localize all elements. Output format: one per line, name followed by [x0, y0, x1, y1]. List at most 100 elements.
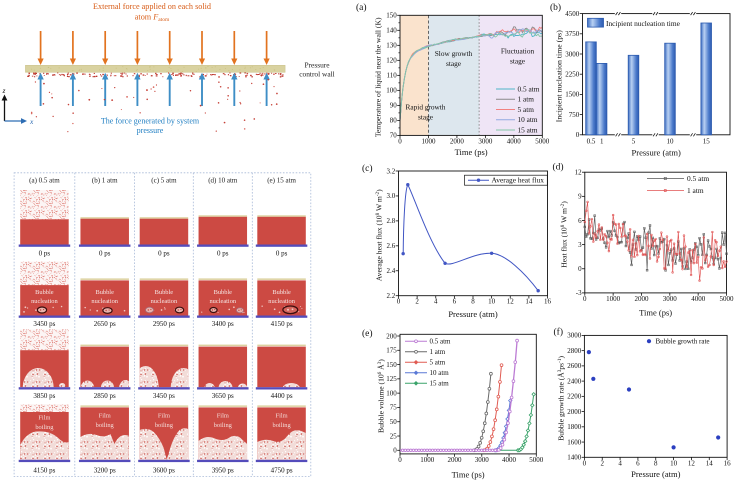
svg-text:3: 3: [578, 241, 582, 249]
svg-text:4: 4: [434, 298, 438, 306]
svg-text:200: 200: [386, 332, 397, 340]
svg-text:(b): (b): [550, 2, 561, 13]
svg-text:5 atm: 5 atm: [430, 359, 446, 367]
svg-text:Bubble volume (106 Å3): Bubble volume (106 Å3): [377, 359, 386, 433]
svg-text:2.2: 2.2: [387, 292, 396, 300]
svg-text:130: 130: [386, 42, 397, 50]
svg-text:3000: 3000: [663, 295, 678, 303]
svg-text:(d) 10 atm: (d) 10 atm: [208, 177, 238, 185]
svg-text:atom Fatom: atom Fatom: [135, 13, 170, 24]
svg-text:4150 ps: 4150 ps: [33, 467, 55, 475]
svg-text:Bubble growth rate: Bubble growth rate: [656, 338, 710, 346]
svg-text:Pressure: Pressure: [304, 61, 330, 70]
svg-text:boiling: boiling: [214, 422, 233, 429]
svg-text:(f): (f): [554, 327, 564, 338]
svg-text:0: 0: [398, 456, 402, 464]
svg-text:2.8: 2.8: [387, 217, 396, 225]
svg-text:16: 16: [724, 459, 732, 467]
svg-text:2650 ps: 2650 ps: [94, 320, 116, 328]
svg-text:10 atm: 10 atm: [518, 115, 538, 124]
svg-text:9: 9: [578, 193, 582, 201]
svg-text:80: 80: [390, 117, 398, 125]
svg-text:Slow growth: Slow growth: [435, 49, 473, 58]
svg-text:0: 0: [393, 447, 397, 455]
svg-text:3750: 3750: [565, 30, 580, 38]
svg-text:Time (ps): Time (ps): [455, 147, 488, 157]
svg-text:Bubble: Bubble: [95, 289, 114, 296]
svg-text:25: 25: [390, 432, 398, 440]
svg-text:1000: 1000: [606, 295, 621, 303]
svg-text:Bubble: Bubble: [214, 289, 233, 296]
svg-text:15: 15: [703, 138, 711, 146]
svg-text:External force applied on each: External force applied on each solid: [93, 2, 211, 11]
svg-text:Temperature of liquid near the: Temperature of liquid near the wall (K): [374, 17, 383, 137]
svg-text:0.5 atm: 0.5 atm: [430, 338, 452, 346]
svg-text:4500: 4500: [565, 10, 580, 18]
svg-text:100: 100: [386, 389, 397, 397]
svg-text:0: 0: [576, 131, 580, 139]
svg-text:0 ps: 0 ps: [39, 249, 51, 257]
svg-text:2600: 2600: [567, 362, 582, 370]
svg-text:50: 50: [390, 418, 398, 426]
svg-text:2000: 2000: [635, 295, 650, 303]
svg-text:(c) 5 atm: (c) 5 atm: [151, 177, 177, 185]
svg-text:6: 6: [636, 459, 640, 467]
svg-text:1600: 1600: [567, 438, 582, 446]
svg-text:(b) 1 atm: (b) 1 atm: [92, 177, 118, 185]
svg-text:3.0: 3.0: [387, 192, 396, 200]
svg-text:3850 ps: 3850 ps: [33, 392, 55, 400]
svg-text:0: 0: [583, 459, 587, 467]
svg-text:10: 10: [488, 298, 496, 306]
svg-text:175: 175: [386, 347, 397, 355]
svg-text:6: 6: [453, 298, 457, 306]
svg-text:2850 ps: 2850 ps: [94, 392, 116, 400]
svg-text:1800: 1800: [567, 423, 582, 431]
svg-text:2400: 2400: [567, 377, 582, 385]
svg-text:100: 100: [386, 87, 397, 95]
svg-text:15 atm: 15 atm: [518, 125, 538, 134]
svg-text:Incipient nucleation time (ps): Incipient nucleation time (ps): [555, 30, 564, 122]
svg-text:14: 14: [525, 298, 533, 306]
svg-text:2000: 2000: [450, 137, 465, 145]
svg-text:10: 10: [670, 459, 678, 467]
svg-text:3450 ps: 3450 ps: [33, 320, 55, 328]
svg-text:(d): (d): [553, 162, 564, 173]
svg-text:125: 125: [386, 375, 397, 383]
svg-text:z: z: [2, 86, 6, 95]
svg-text:5000: 5000: [529, 456, 544, 464]
svg-text:2: 2: [415, 298, 419, 306]
svg-text:(e) 15 atm: (e) 15 atm: [267, 177, 296, 185]
svg-text:4000: 4000: [502, 456, 517, 464]
svg-text:0: 0: [398, 137, 402, 145]
svg-text:4400 ps: 4400 ps: [271, 392, 293, 400]
svg-text:3000: 3000: [475, 456, 490, 464]
svg-text:2800: 2800: [567, 347, 582, 355]
svg-text:2: 2: [600, 459, 604, 467]
svg-text:4: 4: [618, 459, 622, 467]
svg-text:75: 75: [390, 404, 398, 412]
svg-text:0: 0: [583, 295, 587, 303]
svg-text:(c): (c): [362, 163, 373, 174]
svg-text:5: 5: [632, 138, 636, 146]
svg-text:3.2: 3.2: [387, 167, 396, 175]
svg-text:x: x: [29, 117, 34, 126]
svg-text:0.5 atm: 0.5 atm: [518, 84, 540, 93]
svg-text:110: 110: [387, 72, 398, 80]
svg-text:Average heat flux: Average heat flux: [492, 176, 545, 185]
svg-text:boiling: boiling: [96, 422, 115, 429]
svg-text:16: 16: [544, 298, 552, 306]
svg-text:boiling: boiling: [155, 422, 174, 429]
svg-text:(e): (e): [362, 328, 373, 339]
svg-text:nucleation: nucleation: [91, 298, 118, 305]
svg-text:4000: 4000: [691, 295, 706, 303]
svg-text:12: 12: [575, 169, 583, 177]
svg-text:0.5 atm: 0.5 atm: [687, 174, 709, 183]
svg-text:Incipient nucleation time: Incipient nucleation time: [606, 19, 681, 28]
svg-text:nucleation: nucleation: [31, 298, 58, 305]
svg-text:3400 ps: 3400 ps: [212, 320, 234, 328]
svg-text:boiling: boiling: [35, 424, 54, 431]
svg-text:Film: Film: [276, 413, 288, 420]
svg-text:0 ps: 0 ps: [99, 249, 111, 257]
svg-text:1: 1: [600, 138, 604, 146]
svg-text:Bubble growth rate (Å3ps-1): Bubble growth rate (Å3ps-1): [557, 356, 566, 441]
